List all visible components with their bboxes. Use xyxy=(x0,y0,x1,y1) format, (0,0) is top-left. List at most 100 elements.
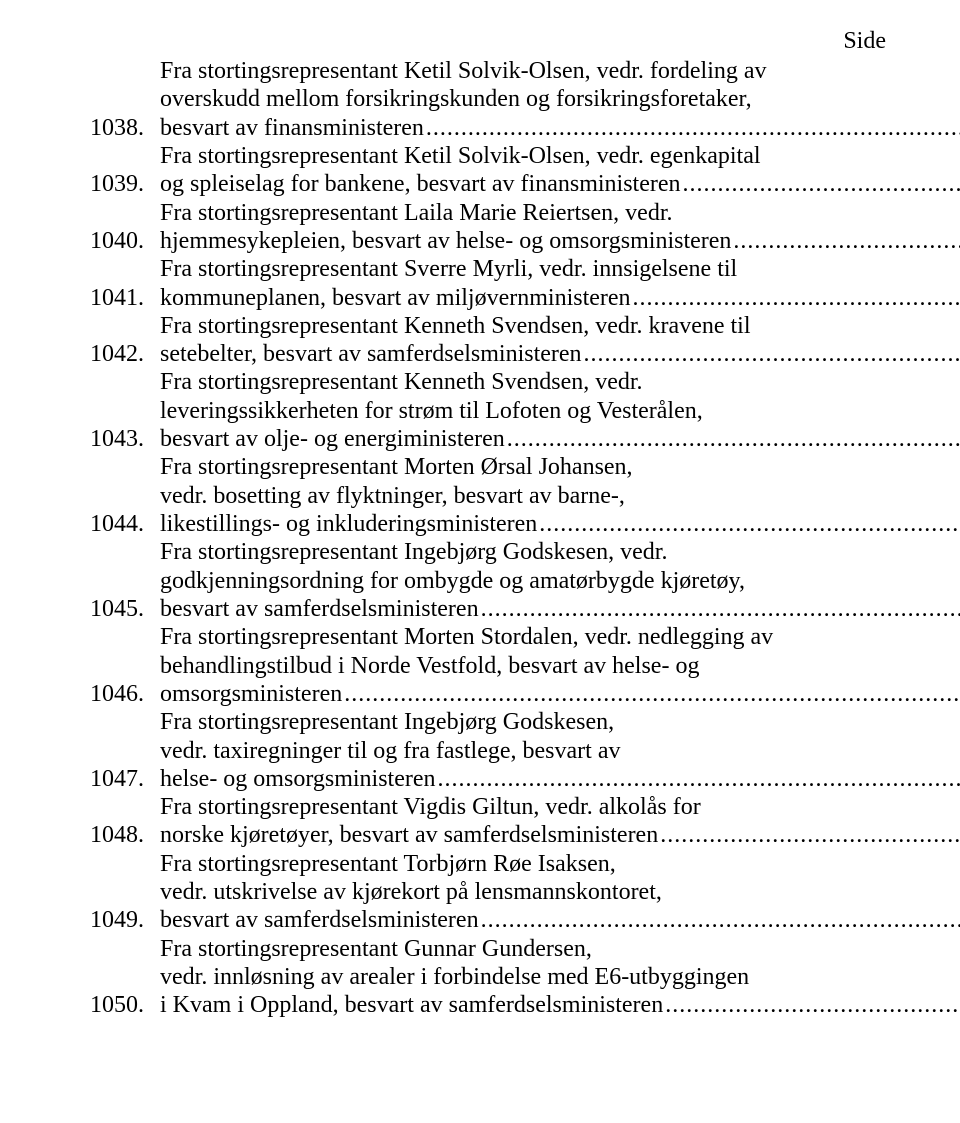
toc-entry: 1050Fra stortingsrepresentant Gunnar Gun… xyxy=(90,935,890,1020)
toc-entry: 1044Fra stortingsrepresentant Morten Ørs… xyxy=(90,453,890,538)
page-header-side: Side xyxy=(90,28,886,55)
entry-text-line: Fra stortingsrepresentant Morten Stordal… xyxy=(160,623,960,651)
entry-text: Fra stortingsrepresentant Ingebjørg Gods… xyxy=(160,708,960,793)
dot-leader: ........................................… xyxy=(584,340,960,368)
entry-last-line: besvart av finansministeren ............… xyxy=(160,114,960,142)
entry-text: Fra stortingsrepresentant Morten Ørsal J… xyxy=(160,453,960,538)
entry-last-text: helse- og omsorgsministeren xyxy=(160,765,436,793)
entry-text: Fra stortingsrepresentant Sverre Myrli, … xyxy=(160,255,960,312)
entry-text-line: godkjenningsordning for ombygde og amatø… xyxy=(160,567,960,595)
entry-text: Fra stortingsrepresentant Morten Stordal… xyxy=(160,623,960,708)
entry-number: 1040 xyxy=(90,227,160,255)
dot-leader: ........................................… xyxy=(683,170,960,198)
entry-text-line: Fra stortingsrepresentant Ingebjørg Gods… xyxy=(160,538,960,566)
entry-number: 1044 xyxy=(90,510,160,538)
entry-number: 1049 xyxy=(90,906,160,934)
entry-text-line: Fra stortingsrepresentant Torbjørn Røe I… xyxy=(160,850,960,878)
entry-number: 1042 xyxy=(90,340,160,368)
entry-last-text: norske kjøretøyer, besvart av samferdsel… xyxy=(160,821,658,849)
entry-text-line: Fra stortingsrepresentant Ingebjørg Gods… xyxy=(160,708,960,736)
dot-leader: ........................................… xyxy=(438,765,960,793)
toc-entry: 1043Fra stortingsrepresentant Kenneth Sv… xyxy=(90,368,890,453)
entry-text-line: Fra stortingsrepresentant Gunnar Gunders… xyxy=(160,935,960,963)
toc-entry: 1042Fra stortingsrepresentant Kenneth Sv… xyxy=(90,312,890,369)
entry-last-text: i Kvam i Oppland, besvart av samferdsels… xyxy=(160,991,663,1019)
entry-text-line: leveringssikkerheten for strøm til Lofot… xyxy=(160,397,960,425)
entry-number: 1043 xyxy=(90,425,160,453)
dot-leader: ........................................… xyxy=(344,680,960,708)
entry-number: 1047 xyxy=(90,765,160,793)
entry-number: 1045 xyxy=(90,595,160,623)
dot-leader: ........................................… xyxy=(660,821,960,849)
entry-text-line: Fra stortingsrepresentant Sverre Myrli, … xyxy=(160,255,960,283)
entry-last-text: besvart av finansministeren xyxy=(160,114,424,142)
toc-list: 1038Fra stortingsrepresentant Ketil Solv… xyxy=(90,57,890,1020)
entry-text-line: vedr. taxiregninger til og fra fastlege,… xyxy=(160,737,960,765)
entry-last-text: omsorgsministeren xyxy=(160,680,342,708)
toc-entry: 1048Fra stortingsrepresentant Vigdis Gil… xyxy=(90,793,890,850)
entry-text: Fra stortingsrepresentant Ingebjørg Gods… xyxy=(160,538,960,623)
toc-entry: 1038Fra stortingsrepresentant Ketil Solv… xyxy=(90,57,890,142)
dot-leader: ........................................… xyxy=(481,906,960,934)
entry-text-line: Fra stortingsrepresentant Ketil Solvik-O… xyxy=(160,57,960,85)
toc-entry: 1045Fra stortingsrepresentant Ingebjørg … xyxy=(90,538,890,623)
entry-text-line: overskudd mellom forsikringskunden og fo… xyxy=(160,85,960,113)
entry-last-line: i Kvam i Oppland, besvart av samferdsels… xyxy=(160,991,960,1019)
entry-last-text: setebelter, besvart av samferdselsminist… xyxy=(160,340,582,368)
toc-entry: 1049Fra stortingsrepresentant Torbjørn R… xyxy=(90,850,890,935)
entry-last-line: besvart av samferdselsministeren .......… xyxy=(160,906,960,934)
entry-last-line: omsorgsministeren ......................… xyxy=(160,680,960,708)
entry-text-line: Fra stortingsrepresentant Ketil Solvik-O… xyxy=(160,142,960,170)
entry-last-text: besvart av olje- og energiministeren xyxy=(160,425,505,453)
toc-entry: 1041Fra stortingsrepresentant Sverre Myr… xyxy=(90,255,890,312)
entry-last-line: kommuneplanen, besvart av miljøvernminis… xyxy=(160,284,960,312)
entry-number: 1046 xyxy=(90,680,160,708)
toc-entry: 1039Fra stortingsrepresentant Ketil Solv… xyxy=(90,142,890,199)
entry-text: Fra stortingsrepresentant Ketil Solvik-O… xyxy=(160,142,960,199)
entry-last-line: helse- og omsorgsministeren ............… xyxy=(160,765,960,793)
entry-text-line: vedr. bosetting av flyktninger, besvart … xyxy=(160,482,960,510)
entry-text-line: behandlingstilbud i Norde Vestfold, besv… xyxy=(160,652,960,680)
entry-last-text: hjemmesykepleien, besvart av helse- og o… xyxy=(160,227,731,255)
entry-text-line: vedr. utskrivelse av kjørekort på lensma… xyxy=(160,878,960,906)
entry-text-line: Fra stortingsrepresentant Morten Ørsal J… xyxy=(160,453,960,481)
entry-number: 1048 xyxy=(90,821,160,849)
dot-leader: ........................................… xyxy=(633,284,960,312)
toc-entry: 1046Fra stortingsrepresentant Morten Sto… xyxy=(90,623,890,708)
dot-leader: ........................................… xyxy=(426,114,960,142)
entry-number: 1050 xyxy=(90,991,160,1019)
dot-leader: ........................................… xyxy=(481,595,960,623)
entry-number: 1039 xyxy=(90,170,160,198)
entry-text-line: Fra stortingsrepresentant Vigdis Giltun,… xyxy=(160,793,960,821)
entry-text: Fra stortingsrepresentant Torbjørn Røe I… xyxy=(160,850,960,935)
entry-text: Fra stortingsrepresentant Ketil Solvik-O… xyxy=(160,57,960,142)
entry-last-text: besvart av samferdselsministeren xyxy=(160,906,479,934)
dot-leader: ........................................… xyxy=(539,510,960,538)
entry-last-line: besvart av samferdselsministeren .......… xyxy=(160,595,960,623)
dot-leader: ........................................… xyxy=(507,425,960,453)
entry-number: 1041 xyxy=(90,284,160,312)
entry-text-line: Fra stortingsrepresentant Kenneth Svends… xyxy=(160,368,960,396)
entry-last-line: setebelter, besvart av samferdselsminist… xyxy=(160,340,960,368)
entry-last-text: besvart av samferdselsministeren xyxy=(160,595,479,623)
toc-entry: 1040Fra stortingsrepresentant Laila Mari… xyxy=(90,199,890,256)
entry-last-line: hjemmesykepleien, besvart av helse- og o… xyxy=(160,227,960,255)
entry-last-line: besvart av olje- og energiministeren ...… xyxy=(160,425,960,453)
entry-text-line: vedr. innløsning av arealer i forbindels… xyxy=(160,963,960,991)
entry-last-text: og spleiselag for bankene, besvart av fi… xyxy=(160,170,681,198)
entry-text-line: Fra stortingsrepresentant Kenneth Svends… xyxy=(160,312,960,340)
entry-text: Fra stortingsrepresentant Gunnar Gunders… xyxy=(160,935,960,1020)
entry-text: Fra stortingsrepresentant Laila Marie Re… xyxy=(160,199,960,256)
toc-entry: 1047Fra stortingsrepresentant Ingebjørg … xyxy=(90,708,890,793)
entry-text: Fra stortingsrepresentant Vigdis Giltun,… xyxy=(160,793,960,850)
entry-text: Fra stortingsrepresentant Kenneth Svends… xyxy=(160,312,960,369)
entry-text: Fra stortingsrepresentant Kenneth Svends… xyxy=(160,368,960,453)
entry-last-text: kommuneplanen, besvart av miljøvernminis… xyxy=(160,284,631,312)
entry-text-line: Fra stortingsrepresentant Laila Marie Re… xyxy=(160,199,960,227)
entry-last-text: likestillings- og inkluderingsministeren xyxy=(160,510,537,538)
entry-last-line: og spleiselag for bankene, besvart av fi… xyxy=(160,170,960,198)
dot-leader: ........................................… xyxy=(665,991,960,1019)
entry-last-line: norske kjøretøyer, besvart av samferdsel… xyxy=(160,821,960,849)
entry-last-line: likestillings- og inkluderingsministeren… xyxy=(160,510,960,538)
entry-number: 1038 xyxy=(90,114,160,142)
